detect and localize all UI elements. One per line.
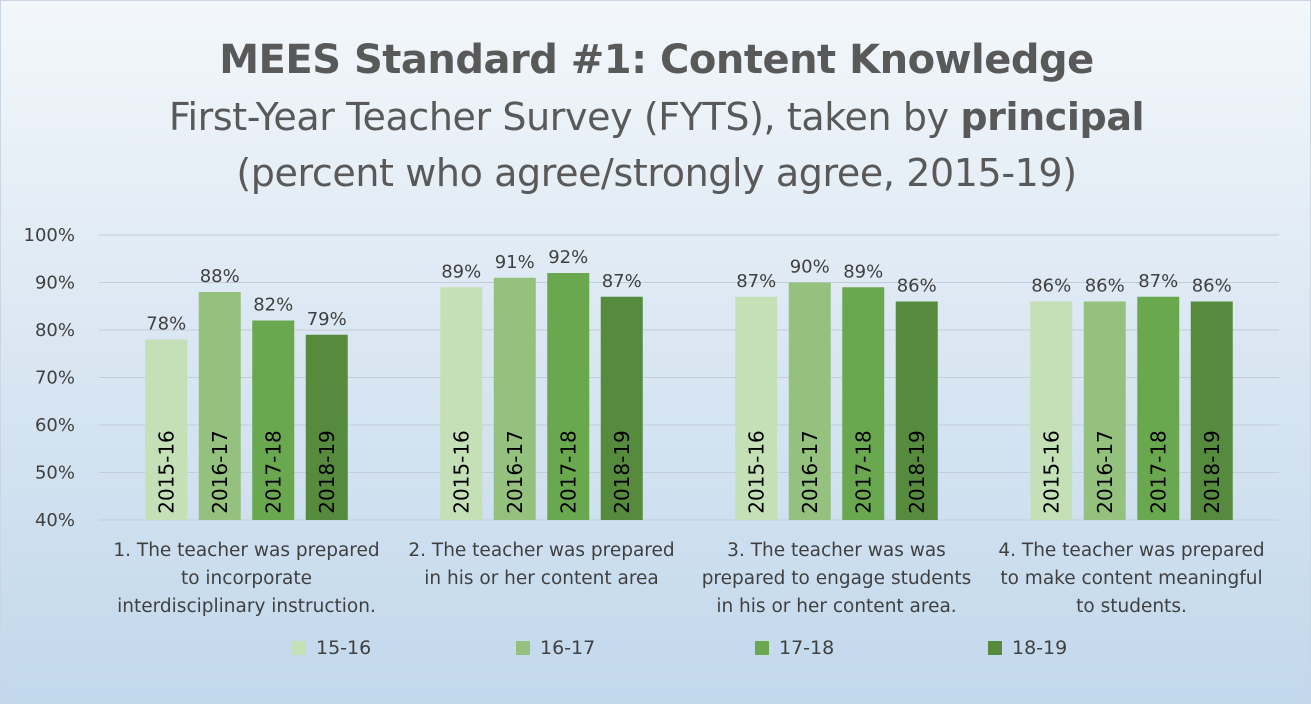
bar-year-label: 2017-18 [1146, 430, 1170, 514]
x-category-label-line: in his or her content area [424, 568, 659, 589]
bar [600, 296, 643, 520]
data-label: 86% [897, 276, 937, 297]
x-category-label-line: prepared to engage students [701, 568, 972, 589]
x-category-label-line: 4. The teacher was prepared [998, 540, 1265, 561]
data-label: 78% [146, 314, 186, 335]
data-label: 86% [1031, 276, 1071, 297]
bar [1030, 301, 1073, 520]
bar [440, 287, 483, 520]
y-tick-label: 80% [35, 320, 75, 341]
data-label: 87% [1138, 271, 1178, 292]
legend-label: 16-17 [540, 637, 596, 659]
subtitle-emphasis: principal [960, 95, 1145, 139]
y-tick-label: 60% [35, 415, 75, 436]
y-tick-label: 40% [35, 510, 75, 531]
data-label: 90% [790, 257, 830, 278]
legend-item: 16-17 [516, 637, 595, 659]
bar [842, 287, 885, 520]
bar [493, 277, 536, 520]
data-label: 86% [1085, 276, 1125, 297]
bar-year-label: 2017-18 [556, 430, 580, 514]
bar-year-label: 2016-17 [798, 430, 822, 514]
bar [735, 296, 778, 520]
bar-year-label: 2016-17 [208, 430, 232, 514]
data-label: 89% [843, 261, 883, 282]
bar-year-label: 2015-16 [1039, 430, 1063, 514]
legend-label: 18-19 [1012, 637, 1068, 659]
x-category-label-line: to students. [1076, 596, 1187, 617]
legend-label: 17-18 [779, 637, 835, 659]
bar [145, 339, 188, 520]
bar-year-label: 2015-16 [154, 430, 178, 514]
legend: 15-16 16-17 17-18 18-19 [1, 637, 1311, 663]
legend-item: 15-16 [292, 637, 371, 659]
x-category-label-line: 2. The teacher was prepared [408, 540, 675, 561]
x-category-label-line: 1. The teacher was prepared [113, 540, 380, 561]
bar-year-label: 2017-18 [851, 430, 875, 514]
legend-swatch [988, 641, 1002, 655]
x-category-label: 1. The teacher was prepared to incorporat… [97, 537, 397, 621]
bar-year-label: 2016-17 [1093, 430, 1117, 514]
data-label: 79% [307, 309, 347, 330]
chart-title: MEES Standard #1: Content Knowledge [219, 37, 1094, 83]
y-tick-label: 70% [35, 368, 75, 389]
x-category-label-line: in his or her content area. [716, 596, 957, 617]
x-category-label-line: to incorporate [180, 568, 313, 589]
subtitle-prefix: First-Year Teacher Survey (FYTS), taken … [168, 95, 961, 139]
bar [198, 292, 241, 520]
x-category-label-line: interdisciplinary instruction. [117, 596, 376, 617]
bar [895, 301, 938, 520]
x-category-label: 2. The teacher was prepared in his or her… [392, 537, 692, 593]
x-category-label: 3. The teacher was was prepared to engage… [687, 537, 987, 621]
data-label: 86% [1192, 276, 1232, 297]
legend-label: 15-16 [316, 637, 372, 659]
bar [1137, 296, 1180, 520]
data-label: 87% [736, 271, 776, 292]
bar [547, 273, 590, 520]
bar [305, 334, 348, 520]
chart-subtitle-line-1: First-Year Teacher Survey (FYTS), taken … [1, 89, 1311, 145]
bar-year-label: 2018-19 [610, 430, 634, 514]
bar [788, 282, 831, 520]
legend-swatch [755, 641, 769, 655]
bar [252, 320, 295, 520]
data-label: 91% [495, 252, 535, 273]
data-label: 88% [200, 266, 240, 287]
x-category-label-line: 3. The teacher was was [727, 540, 946, 561]
bar-year-label: 2018-19 [1200, 430, 1224, 514]
legend-item: 18-19 [988, 637, 1067, 659]
data-label: 92% [548, 247, 588, 268]
data-label: 89% [441, 261, 481, 282]
bar [1190, 301, 1233, 520]
bar-year-label: 2015-16 [744, 430, 768, 514]
x-category-label-line: to make content meaningful [1000, 568, 1263, 589]
y-tick-label: 90% [35, 273, 75, 294]
data-label: 82% [253, 295, 293, 316]
legend-item: 17-18 [755, 637, 834, 659]
chart-title-block: MEES Standard #1: Content Knowledge Firs… [1, 31, 1311, 201]
bar [1083, 301, 1126, 520]
bar-year-label: 2016-17 [503, 430, 527, 514]
bar-year-label: 2015-16 [449, 430, 473, 514]
x-category-label: 4. The teacher was prepared to make conte… [982, 537, 1282, 621]
chart-subtitle-line-2: (percent who agree/strongly agree, 2015-… [236, 151, 1077, 195]
y-tick-label: 50% [35, 463, 75, 484]
y-tick-label: 100% [24, 225, 75, 246]
legend-swatch [516, 641, 530, 655]
legend-swatch [292, 641, 306, 655]
data-label: 87% [602, 271, 642, 292]
bar-year-label: 2018-19 [905, 430, 929, 514]
bar-year-label: 2017-18 [261, 430, 285, 514]
bar-year-label: 2018-19 [315, 430, 339, 514]
